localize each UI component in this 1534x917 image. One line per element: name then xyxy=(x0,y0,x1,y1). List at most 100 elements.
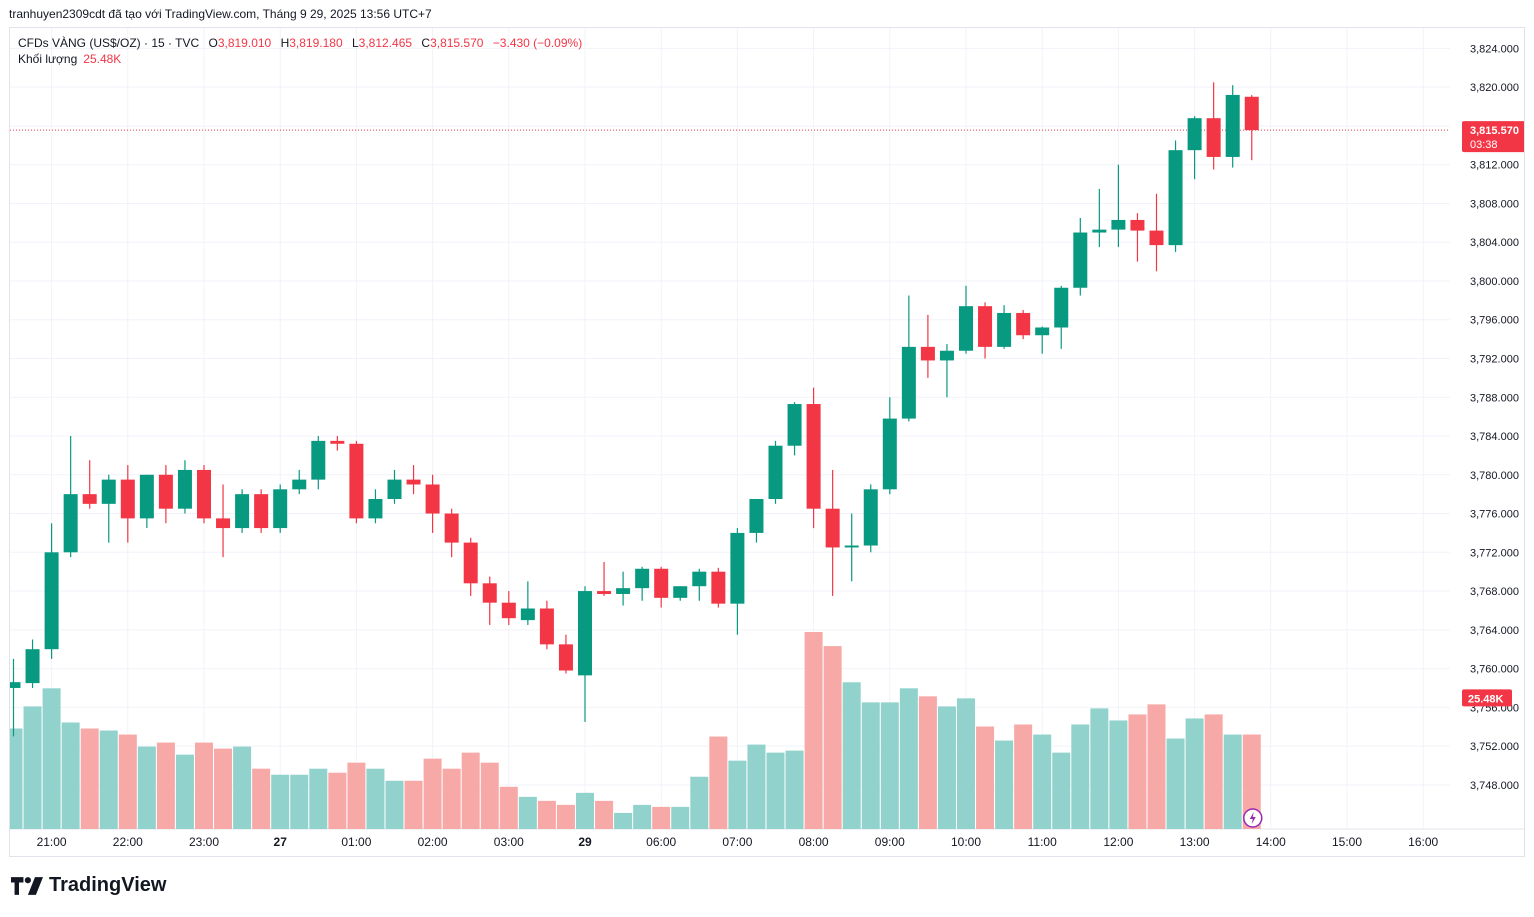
time-tick-label: 02:00 xyxy=(418,835,448,849)
chart-frame[interactable]: 3,824.0003,820.0003,816.0003,812.0003,80… xyxy=(9,27,1525,857)
time-tick-label: 06:00 xyxy=(646,835,676,849)
volume-bar xyxy=(842,682,861,829)
volume-bar xyxy=(595,800,614,829)
volume-bar xyxy=(518,796,537,829)
volume-bar xyxy=(271,774,290,829)
price-tick-label: 3,772.000 xyxy=(1470,547,1519,559)
volume-bar xyxy=(976,726,995,829)
candle-body xyxy=(768,445,783,500)
time-tick-label: 07:00 xyxy=(722,835,752,849)
volume-bar xyxy=(137,746,156,829)
time-tick-label: 08:00 xyxy=(799,835,829,849)
countdown-tag-value: 03:38 xyxy=(1470,139,1498,151)
close-value: 3,815.570 xyxy=(430,36,484,50)
candle-body xyxy=(120,479,135,519)
time-tick-label: 12:00 xyxy=(1103,835,1133,849)
open-label: O xyxy=(208,36,218,50)
price-tick-label: 3,804.000 xyxy=(1470,237,1519,249)
candlestick-chart[interactable]: 3,824.0003,820.0003,816.0003,812.0003,80… xyxy=(10,28,1524,856)
price-tick-label: 3,800.000 xyxy=(1470,276,1519,288)
volume-bar xyxy=(347,762,366,829)
change-value: −3.430 (−0.09%) xyxy=(492,36,583,50)
candle-body xyxy=(292,479,307,490)
price-tick-label: 3,792.000 xyxy=(1470,354,1519,366)
candle-body xyxy=(730,532,745,604)
volume-bar xyxy=(309,768,328,829)
candle-body xyxy=(254,494,269,529)
volume-bar xyxy=(10,728,23,829)
volume-bar xyxy=(747,744,766,829)
symbol-name[interactable]: CFDs VÀNG (US$/OZ) · 15 · TVC xyxy=(18,36,200,50)
volume-bar xyxy=(175,754,194,829)
volume-label[interactable]: Khối lượng xyxy=(18,52,78,66)
volume-bar xyxy=(99,730,118,829)
time-tick-label: 10:00 xyxy=(951,835,981,849)
candle-body xyxy=(235,494,250,529)
price-axis[interactable]: 3,824.0003,820.0003,816.0003,812.0003,80… xyxy=(1470,43,1519,791)
high-label: H xyxy=(280,36,290,50)
volume-value: 25.48K xyxy=(83,52,122,66)
volume-legend: Khối lượng 25.48K xyxy=(18,51,121,67)
candle-body xyxy=(139,474,154,519)
volume-bar xyxy=(1071,724,1090,829)
candle-body xyxy=(635,568,650,589)
candle-body xyxy=(692,571,707,587)
candle-body xyxy=(939,350,954,361)
volume-tag-value: 25.48K xyxy=(1468,693,1504,705)
candle-body xyxy=(101,479,116,504)
candle-body xyxy=(1016,312,1031,336)
low-value: 3,812.465 xyxy=(358,36,413,50)
candle-body xyxy=(844,545,859,548)
brand-name: TradingView xyxy=(49,874,167,896)
time-tick-label: 13:00 xyxy=(1180,835,1210,849)
candle-body xyxy=(273,489,288,529)
candle-body xyxy=(1206,118,1221,157)
candle-body xyxy=(1054,287,1069,328)
candle-body xyxy=(82,494,97,504)
candle-body xyxy=(920,346,935,361)
candle-body xyxy=(539,608,554,645)
volume-bar xyxy=(652,806,671,829)
candle-body xyxy=(1035,327,1050,336)
volume-bar xyxy=(1052,752,1071,829)
volume-bar xyxy=(937,706,956,829)
open-value: 3,819.010 xyxy=(217,36,272,50)
volume-bar xyxy=(61,722,80,829)
volume-bar xyxy=(1033,734,1052,829)
volume-bar xyxy=(861,702,880,829)
candle-body xyxy=(1092,229,1107,233)
volume-bar xyxy=(766,752,785,829)
candle-body xyxy=(787,404,802,446)
price-tick-label: 3,824.000 xyxy=(1470,43,1519,55)
volume-bar xyxy=(499,786,518,829)
volume-bar xyxy=(576,792,594,829)
volume-bar xyxy=(1223,734,1242,829)
volume-bar xyxy=(195,742,213,829)
candle-body xyxy=(825,508,840,548)
volume-bar xyxy=(1166,738,1185,829)
candle-body xyxy=(177,469,192,509)
volume-bar xyxy=(880,702,899,829)
candle-body xyxy=(1168,150,1183,246)
candle-body xyxy=(616,588,631,594)
volume-bar xyxy=(1204,714,1223,829)
volume-bar xyxy=(633,804,652,829)
candles xyxy=(10,82,1259,737)
time-tick-label: 29 xyxy=(578,835,592,849)
volume-bar xyxy=(118,734,137,829)
time-tick-label: 16:00 xyxy=(1408,835,1438,849)
candle-body xyxy=(330,440,345,444)
candle-body xyxy=(482,583,497,603)
volume-bar xyxy=(671,806,690,829)
tradingview-logo-icon xyxy=(11,876,43,895)
price-tick-label: 3,820.000 xyxy=(1470,82,1519,94)
axis-tags: 3,815.570 03:38 25.48K xyxy=(1243,121,1524,828)
candle-body xyxy=(387,479,402,500)
candle-body xyxy=(597,591,612,594)
candle-body xyxy=(368,499,383,519)
volume-bar xyxy=(995,740,1014,829)
time-axis[interactable]: 21:00 22:00 23:00 27 01:00 02:00 03:00 29 06:00 0… xyxy=(37,835,1439,849)
volume-tag xyxy=(1462,689,1512,707)
candle-body xyxy=(997,312,1012,347)
tradingview-logo[interactable]: TradingView xyxy=(11,874,166,897)
